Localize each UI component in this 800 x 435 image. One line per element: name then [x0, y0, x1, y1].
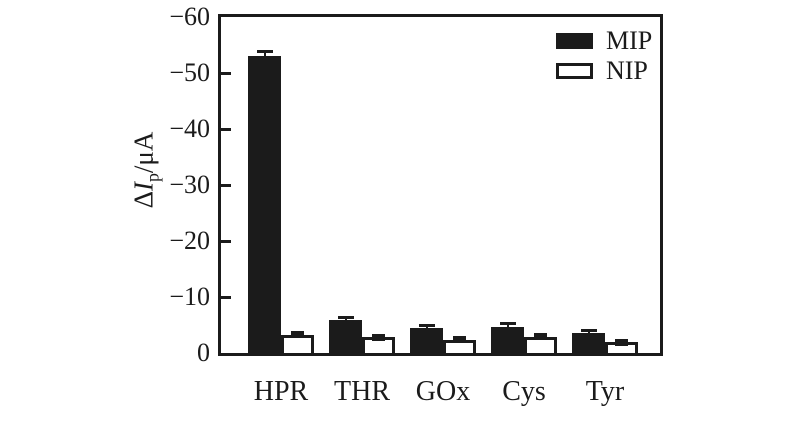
- y-tick-mark: [221, 71, 231, 75]
- error-bar-whisker: [587, 330, 590, 333]
- error-bar: [534, 333, 547, 341]
- error-bar-whisker: [263, 51, 266, 57]
- y-tick-mark: [221, 127, 231, 131]
- error-bar: [453, 336, 466, 344]
- x-axis-label-hpr: HPR: [253, 376, 309, 407]
- error-bar: [372, 333, 385, 341]
- y-tick-label: −20: [169, 226, 210, 255]
- x-axis-label-thr: THR: [334, 376, 390, 407]
- y-tick-label: −30: [169, 170, 210, 199]
- bar-thr-mip: [329, 319, 362, 356]
- bar-tyr-mip: [572, 332, 605, 356]
- x-axis-label-cys: Cys: [502, 376, 546, 407]
- legend-item-mip: MIP: [556, 28, 652, 54]
- y-tick-label: −50: [169, 58, 210, 87]
- x-axis-label-gox: GOx: [415, 376, 471, 407]
- y-tick-label: −10: [169, 282, 210, 311]
- legend-label-mip: MIP: [606, 26, 653, 55]
- error-bar: [291, 331, 304, 339]
- x-axis-label-tyr: Tyr: [585, 376, 625, 407]
- bar-cys-mip: [491, 326, 524, 356]
- y-tick-label: −60: [169, 2, 210, 31]
- bar-gox-mip: [410, 327, 443, 356]
- y-tick-mark: [221, 295, 231, 299]
- legend-item-nip: NIP: [556, 58, 652, 84]
- y-tick-label: −40: [169, 114, 210, 143]
- legend-mip-swatch: [556, 33, 593, 49]
- legend-label-nip: NIP: [606, 56, 648, 85]
- error-bar-whisker: [425, 325, 428, 328]
- y-tick-mark: [221, 183, 231, 187]
- error-bar-whisker: [506, 323, 509, 327]
- legend: MIP NIP: [556, 28, 652, 84]
- y-tick-label: 0: [197, 338, 210, 367]
- error-bar-whisker: [344, 317, 347, 320]
- y-tick-mark: [221, 239, 231, 243]
- bar-hpr-mip: [248, 56, 281, 356]
- error-bar: [615, 338, 628, 346]
- legend-nip-swatch: [556, 63, 593, 79]
